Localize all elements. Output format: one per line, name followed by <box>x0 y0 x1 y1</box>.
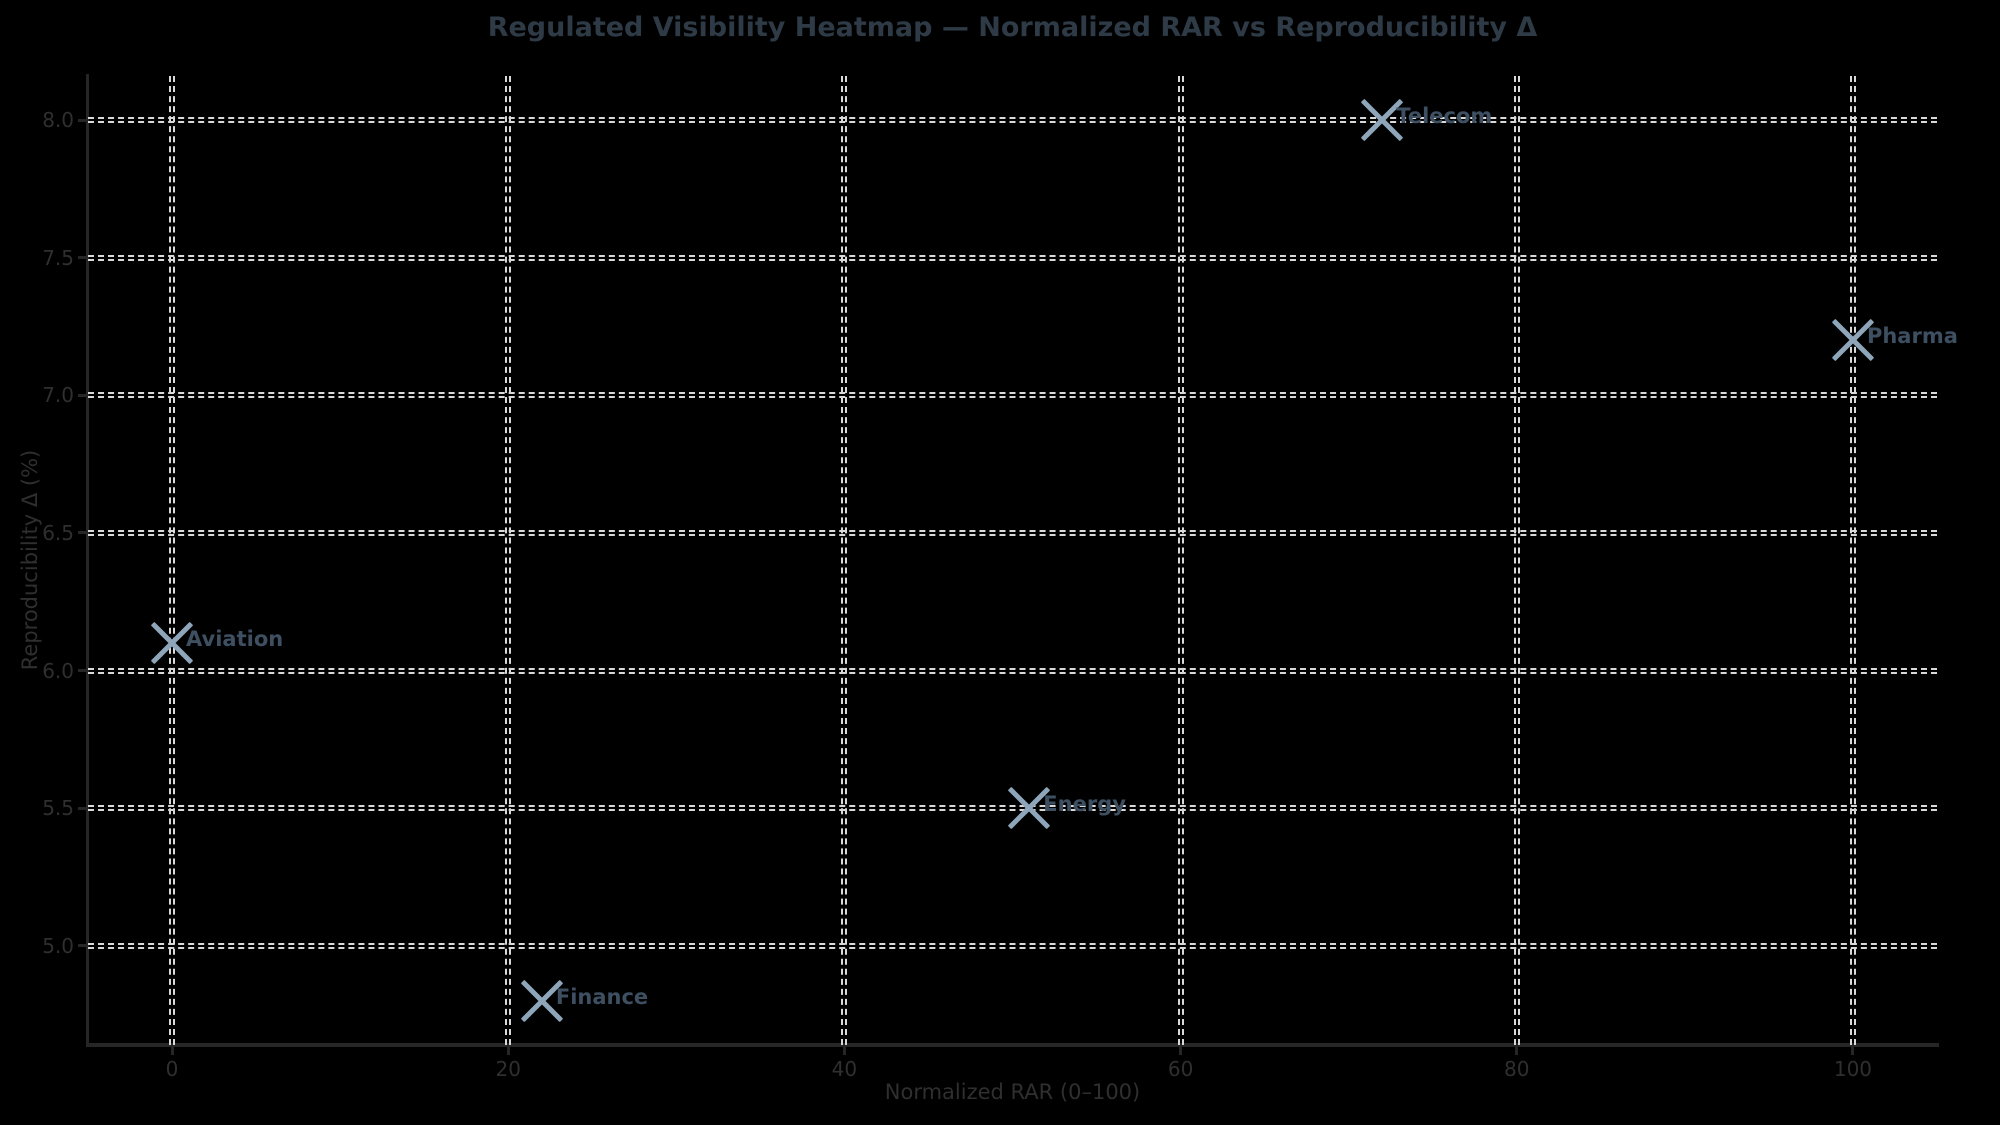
data-point-label-telecom: Telecom <box>1396 104 1493 129</box>
y-tick-mark <box>78 806 86 810</box>
gridline-vertical <box>169 76 176 1045</box>
gridline-horizontal <box>88 254 1937 261</box>
y-tick-mark <box>78 531 86 535</box>
y-tick-mark <box>78 256 86 260</box>
gridline-vertical <box>841 76 848 1045</box>
y-tick-mark <box>78 669 86 673</box>
data-point-label-energy: Energy <box>1043 792 1126 817</box>
x-tick-mark <box>506 1047 510 1055</box>
chart-title: Regulated Visibility Heatmap — Normalize… <box>487 12 1538 43</box>
y-tick-mark <box>78 118 86 122</box>
y-tick-label: 6.0 <box>42 658 74 683</box>
x-tick-label: 80 <box>1504 1057 1530 1081</box>
gridline-horizontal <box>88 529 1937 536</box>
gridline-vertical <box>1849 76 1856 1045</box>
x-tick-label: 40 <box>831 1057 858 1081</box>
data-point-label-finance: Finance <box>555 984 649 1009</box>
x-tick-label: 60 <box>1167 1057 1194 1081</box>
gridline-horizontal <box>88 667 1937 674</box>
y-tick-mark <box>78 393 86 397</box>
y-tick-label: 5.0 <box>42 933 74 958</box>
x-tick-label: 20 <box>495 1057 521 1081</box>
y-tick-label: 7.5 <box>42 245 74 270</box>
x-tick-label: 100 <box>1833 1057 1873 1081</box>
gridline-vertical <box>1513 76 1520 1045</box>
gridline-vertical <box>505 76 512 1045</box>
y-tick-label: 5.5 <box>42 796 74 821</box>
gridline-horizontal <box>88 117 1937 124</box>
y-axis-label: Reproducibility Δ (%) <box>18 449 42 671</box>
x-tick-mark <box>1179 1047 1183 1055</box>
data-point-label-pharma: Pharma <box>1866 324 1958 349</box>
data-point-label-aviation: Aviation <box>186 627 284 652</box>
y-tick-label: 8.0 <box>42 108 74 133</box>
y-tick-label: 6.5 <box>42 520 74 545</box>
gridline-horizontal <box>88 942 1937 949</box>
x-axis-spine <box>86 1043 1939 1047</box>
y-tick-mark <box>78 944 86 948</box>
y-axis-spine <box>86 74 89 1047</box>
x-tick-mark <box>1851 1047 1855 1055</box>
gridline-horizontal <box>88 392 1937 399</box>
x-tick-mark <box>1515 1047 1519 1055</box>
gridline-vertical <box>1177 76 1184 1045</box>
x-tick-mark <box>170 1047 174 1055</box>
x-axis-label: Normalized RAR (0–100) <box>884 1080 1141 1104</box>
y-tick-label: 7.0 <box>42 383 74 408</box>
x-tick-mark <box>842 1047 846 1055</box>
x-tick-label: 0 <box>165 1057 179 1081</box>
